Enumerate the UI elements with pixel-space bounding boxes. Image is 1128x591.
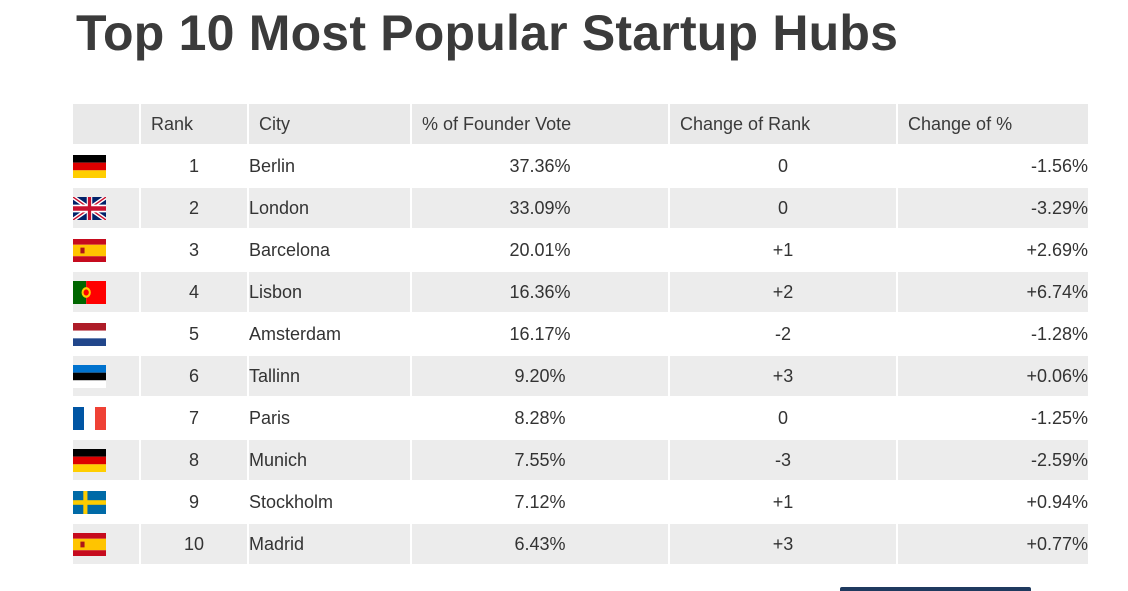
rank-cell: 7	[141, 398, 247, 438]
flag-cell	[73, 356, 139, 396]
change-of-percent-cell: +6.74%	[898, 272, 1088, 312]
change-of-rank-cell: 0	[670, 146, 896, 186]
flag-cell	[73, 146, 139, 186]
table-row: 8 Munich 7.55% -3 -2.59%	[73, 440, 1088, 480]
column-header-flag	[73, 104, 139, 144]
column-header-rank: Rank	[141, 104, 247, 144]
founder-vote-cell: 7.12%	[412, 482, 668, 522]
spain-flag-icon	[73, 238, 106, 262]
table-row: 7 Paris 8.28% 0 -1.25%	[73, 398, 1088, 438]
uk-flag-icon	[73, 196, 106, 220]
flag-cell	[73, 272, 139, 312]
founder-vote-cell: 20.01%	[412, 230, 668, 270]
change-of-rank-cell: +1	[670, 230, 896, 270]
city-cell: Berlin	[249, 146, 410, 186]
sweden-flag-icon	[73, 490, 106, 514]
table-body: 1 Berlin 37.36% 0 -1.56% 2 London 33.09% 0 -3.29%…	[73, 146, 1088, 564]
flag-cell	[73, 524, 139, 564]
flag-cell	[73, 314, 139, 354]
rank-cell: 4	[141, 272, 247, 312]
column-header-founder-vote: % of Founder Vote	[412, 104, 668, 144]
table-row: 1 Berlin 37.36% 0 -1.56%	[73, 146, 1088, 186]
rank-cell: 1	[141, 146, 247, 186]
netherlands-flag-icon	[73, 322, 106, 346]
founder-vote-cell: 33.09%	[412, 188, 668, 228]
change-of-percent-cell: +2.69%	[898, 230, 1088, 270]
table-row: 4 Lisbon 16.36% +2 +6.74%	[73, 272, 1088, 312]
startup-hubs-table: Rank City % of Founder Vote Change of Ra…	[71, 102, 1090, 566]
city-cell: Barcelona	[249, 230, 410, 270]
change-of-rank-cell: 0	[670, 398, 896, 438]
city-cell: Paris	[249, 398, 410, 438]
table-row: 2 London 33.09% 0 -3.29%	[73, 188, 1088, 228]
table-header-row: Rank City % of Founder Vote Change of Ra…	[73, 104, 1088, 144]
change-of-percent-cell: -2.59%	[898, 440, 1088, 480]
flag-cell	[73, 398, 139, 438]
table-row: 9 Stockholm 7.12% +1 +0.94%	[73, 482, 1088, 522]
founder-vote-cell: 7.55%	[412, 440, 668, 480]
flag-cell	[73, 230, 139, 270]
column-header-change-of-rank: Change of Rank	[670, 104, 896, 144]
city-cell: London	[249, 188, 410, 228]
change-of-rank-cell: +2	[670, 272, 896, 312]
france-flag-icon	[73, 406, 106, 430]
rank-cell: 6	[141, 356, 247, 396]
change-of-percent-cell: +0.06%	[898, 356, 1088, 396]
city-cell: Madrid	[249, 524, 410, 564]
founder-vote-cell: 37.36%	[412, 146, 668, 186]
change-of-rank-cell: -3	[670, 440, 896, 480]
city-cell: Tallinn	[249, 356, 410, 396]
change-of-rank-cell: -2	[670, 314, 896, 354]
germany-flag-icon	[73, 154, 106, 178]
founder-vote-cell: 16.17%	[412, 314, 668, 354]
founder-vote-cell: 8.28%	[412, 398, 668, 438]
flag-cell	[73, 188, 139, 228]
flag-cell	[73, 482, 139, 522]
table-row: 5 Amsterdam 16.17% -2 -1.28%	[73, 314, 1088, 354]
change-of-percent-cell: +0.77%	[898, 524, 1088, 564]
germany-flag-icon	[73, 448, 106, 472]
change-of-rank-cell: +3	[670, 524, 896, 564]
change-of-rank-cell: 0	[670, 188, 896, 228]
flag-cell	[73, 440, 139, 480]
rank-cell: 3	[141, 230, 247, 270]
city-cell: Lisbon	[249, 272, 410, 312]
rank-cell: 9	[141, 482, 247, 522]
rank-cell: 8	[141, 440, 247, 480]
city-cell: Amsterdam	[249, 314, 410, 354]
spain-flag-icon	[73, 532, 106, 556]
estonia-flag-icon	[73, 364, 106, 388]
change-of-rank-cell: +1	[670, 482, 896, 522]
rank-cell: 10	[141, 524, 247, 564]
change-of-percent-cell: -1.25%	[898, 398, 1088, 438]
change-of-percent-cell: +0.94%	[898, 482, 1088, 522]
column-header-change-of-percent: Change of %	[898, 104, 1088, 144]
column-header-city: City	[249, 104, 410, 144]
portugal-flag-icon	[73, 280, 106, 304]
change-of-percent-cell: -1.56%	[898, 146, 1088, 186]
change-of-rank-cell: +3	[670, 356, 896, 396]
founder-vote-cell: 16.36%	[412, 272, 668, 312]
rank-cell: 5	[141, 314, 247, 354]
change-of-percent-cell: -3.29%	[898, 188, 1088, 228]
city-cell: Munich	[249, 440, 410, 480]
table-row: 3 Barcelona 20.01% +1 +2.69%	[73, 230, 1088, 270]
founder-vote-cell: 6.43%	[412, 524, 668, 564]
founder-vote-cell: 9.20%	[412, 356, 668, 396]
page-title: Top 10 Most Popular Startup Hubs	[76, 5, 899, 61]
change-of-percent-cell: -1.28%	[898, 314, 1088, 354]
city-cell: Stockholm	[249, 482, 410, 522]
rank-cell: 2	[141, 188, 247, 228]
table-row: 10 Madrid 6.43% +3 +0.77%	[73, 524, 1088, 564]
bottom-button-edge[interactable]	[840, 587, 1031, 591]
table-row: 6 Tallinn 9.20% +3 +0.06%	[73, 356, 1088, 396]
